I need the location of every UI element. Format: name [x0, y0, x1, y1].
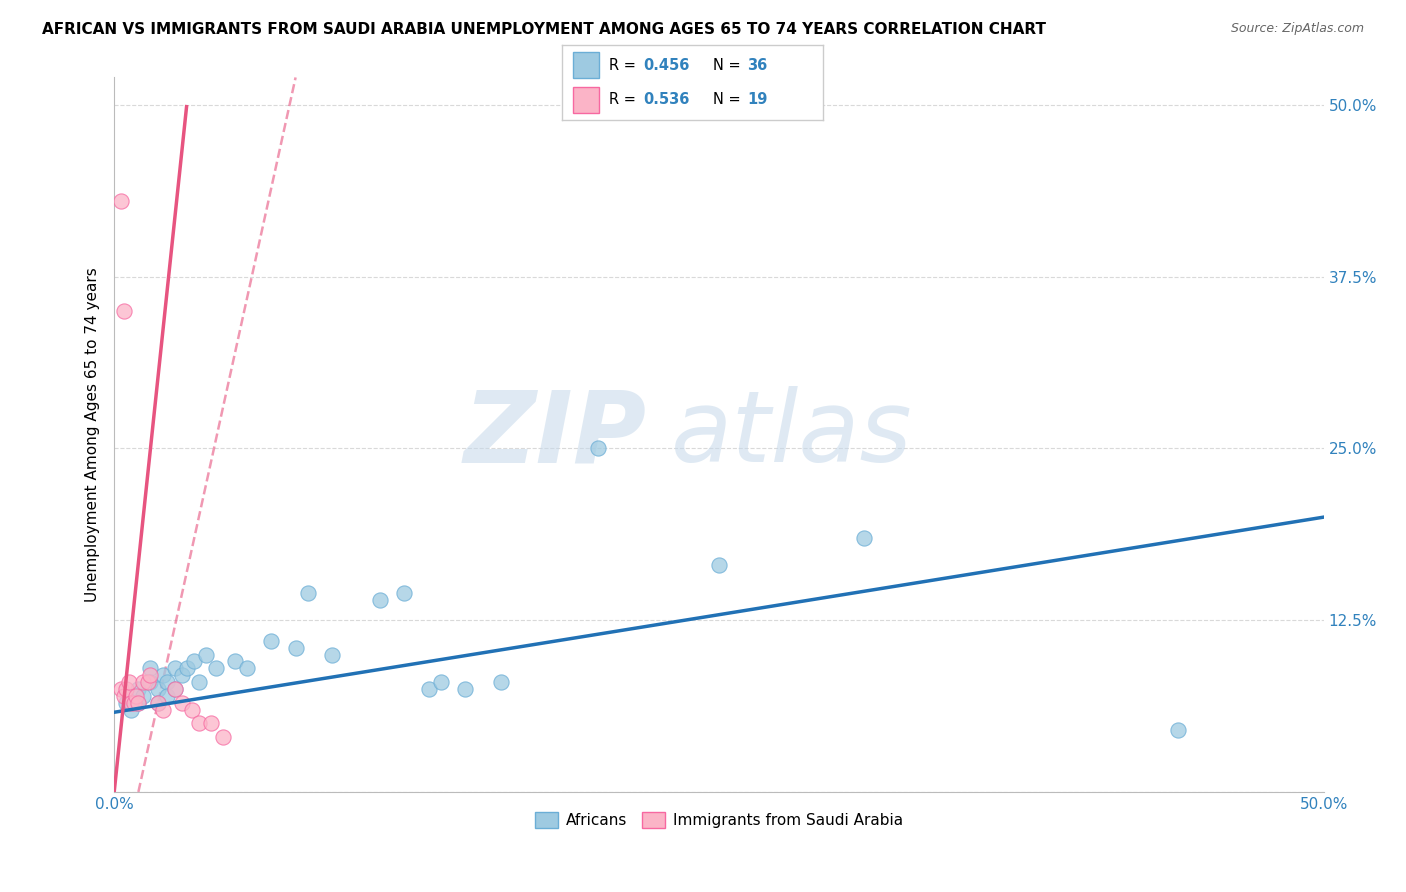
Point — [394, 585, 416, 599]
Point — [146, 696, 169, 710]
Point — [297, 585, 319, 599]
Point — [136, 675, 159, 690]
Bar — [572, 87, 599, 112]
Point — [368, 592, 391, 607]
Point — [122, 696, 145, 710]
Point — [112, 304, 135, 318]
Text: AFRICAN VS IMMIGRANTS FROM SAUDI ARABIA UNEMPLOYMENT AMONG AGES 65 TO 74 YEARS C: AFRICAN VS IMMIGRANTS FROM SAUDI ARABIA … — [42, 22, 1046, 37]
Point — [176, 661, 198, 675]
Point — [115, 696, 138, 710]
Point — [321, 648, 343, 662]
Point — [118, 675, 141, 690]
Point — [156, 689, 179, 703]
Point — [260, 633, 283, 648]
Point — [127, 696, 149, 710]
Point — [163, 681, 186, 696]
Point — [112, 689, 135, 703]
Text: N =: N = — [713, 93, 745, 107]
Point — [120, 696, 142, 710]
Text: 0.456: 0.456 — [643, 58, 689, 72]
Point — [125, 689, 148, 703]
Point — [156, 675, 179, 690]
Point — [183, 655, 205, 669]
Point — [139, 675, 162, 690]
Point — [170, 668, 193, 682]
Point — [139, 668, 162, 682]
Point — [586, 442, 609, 456]
Point — [170, 696, 193, 710]
Point — [152, 668, 174, 682]
Point — [224, 655, 246, 669]
Text: 19: 19 — [747, 93, 768, 107]
Point — [454, 681, 477, 696]
Point — [163, 681, 186, 696]
Point — [152, 702, 174, 716]
Point — [110, 681, 132, 696]
Point — [180, 702, 202, 716]
Point — [187, 675, 209, 690]
Text: 0.536: 0.536 — [643, 93, 689, 107]
Point — [200, 716, 222, 731]
Text: 36: 36 — [747, 58, 768, 72]
Point — [110, 194, 132, 208]
Point — [132, 689, 155, 703]
Point — [115, 681, 138, 696]
Point — [418, 681, 440, 696]
Point — [429, 675, 451, 690]
Point — [236, 661, 259, 675]
Point — [146, 681, 169, 696]
Point — [127, 696, 149, 710]
Point — [195, 648, 218, 662]
Point — [132, 675, 155, 690]
Text: N =: N = — [713, 58, 745, 72]
Text: atlas: atlas — [671, 386, 912, 483]
Point — [489, 675, 512, 690]
Point — [212, 730, 235, 744]
Point — [187, 716, 209, 731]
Text: Source: ZipAtlas.com: Source: ZipAtlas.com — [1230, 22, 1364, 36]
Text: R =: R = — [609, 58, 641, 72]
Bar — [572, 52, 599, 78]
Text: R =: R = — [609, 93, 641, 107]
Point — [146, 696, 169, 710]
Legend: Africans, Immigrants from Saudi Arabia: Africans, Immigrants from Saudi Arabia — [529, 806, 908, 834]
Point — [284, 640, 307, 655]
Point — [204, 661, 226, 675]
Point — [139, 661, 162, 675]
Point — [127, 681, 149, 696]
Text: ZIP: ZIP — [464, 386, 647, 483]
Point — [707, 558, 730, 573]
Point — [120, 702, 142, 716]
Point — [163, 661, 186, 675]
Point — [1167, 723, 1189, 738]
Y-axis label: Unemployment Among Ages 65 to 74 years: Unemployment Among Ages 65 to 74 years — [86, 268, 100, 602]
Point — [853, 531, 876, 545]
